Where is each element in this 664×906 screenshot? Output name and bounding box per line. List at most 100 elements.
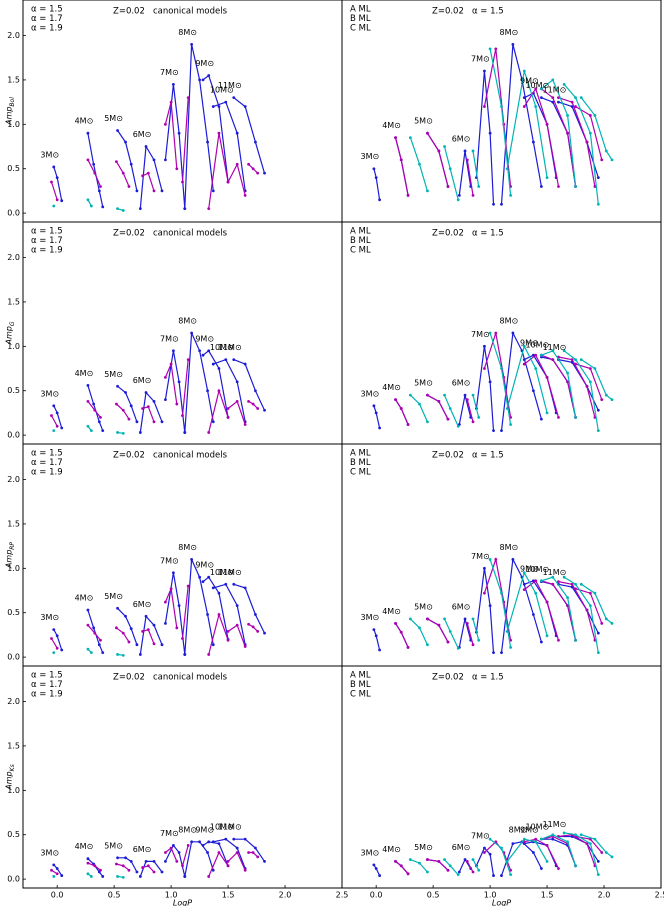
data-point — [426, 858, 429, 861]
y-tick-label: 0.5 — [7, 608, 20, 617]
data-point — [124, 856, 127, 860]
mass-label: 11M⊙ — [218, 343, 242, 352]
mass-label: 6M⊙ — [452, 379, 471, 388]
data-point — [152, 399, 156, 403]
data-point — [500, 651, 503, 655]
mass-label: 9M⊙ — [195, 561, 214, 570]
data-point — [426, 420, 429, 424]
data-point — [437, 859, 441, 863]
data-point — [232, 358, 236, 362]
mass-label: 10M⊙ — [210, 343, 234, 352]
data-point — [446, 640, 450, 644]
data-point — [394, 136, 397, 140]
data-point — [50, 414, 53, 417]
data-point — [471, 420, 475, 424]
data-point — [596, 202, 600, 206]
data-point — [121, 875, 125, 879]
data-point — [256, 171, 260, 175]
data-point — [138, 875, 142, 878]
data-point — [539, 867, 543, 870]
y-tick-label: 0.5 — [7, 830, 20, 839]
y-tick-label: 0.5 — [7, 164, 20, 173]
data-point — [177, 380, 181, 384]
x-tick-label: 0.0 — [51, 891, 64, 900]
data-point — [177, 851, 181, 854]
data-point — [488, 852, 492, 856]
data-point — [557, 638, 560, 642]
data-point — [101, 651, 105, 655]
data-point — [588, 380, 592, 384]
data-point — [224, 837, 228, 841]
data-point — [566, 380, 569, 384]
legend-entry: α = 1.7 — [31, 458, 63, 468]
data-point — [152, 623, 156, 627]
data-point — [372, 167, 376, 171]
data-point — [600, 851, 604, 854]
mass-label: 3M⊙ — [361, 613, 380, 622]
y-axis-label: AmpBol — [5, 97, 16, 126]
mass-label: 3M⊙ — [40, 613, 59, 622]
data-point — [471, 858, 475, 861]
legend-entry: C ML — [350, 690, 371, 700]
data-point — [97, 189, 101, 193]
data-point — [152, 158, 156, 162]
data-point — [492, 651, 495, 655]
data-point — [477, 185, 481, 188]
data-point — [585, 842, 589, 845]
data-point — [539, 640, 543, 644]
data-point — [505, 629, 509, 633]
legend-entry: α = 1.7 — [31, 14, 63, 24]
data-point — [190, 331, 194, 335]
y-axis-label-sub: Bol — [9, 97, 16, 107]
mass-label: 9M⊙ — [195, 334, 214, 343]
y-tick-label: 1.0 — [7, 564, 20, 573]
data-point — [263, 171, 266, 175]
data-point — [570, 358, 574, 362]
data-point — [532, 613, 535, 616]
mass-label: 8M⊙ — [178, 543, 197, 552]
data-point — [426, 393, 429, 397]
data-point — [511, 842, 515, 845]
data-point — [152, 870, 156, 874]
mass-label: 10M⊙ — [210, 568, 234, 577]
data-point — [115, 862, 118, 866]
data-point — [588, 842, 592, 845]
data-point — [448, 407, 452, 410]
data-point — [465, 859, 469, 863]
y-axis-label: AmpG — [5, 321, 16, 345]
data-point — [471, 393, 475, 397]
data-point — [488, 604, 492, 608]
data-point — [164, 851, 167, 854]
data-point — [574, 582, 577, 586]
data-point — [198, 349, 201, 353]
mass-label: 7M⊙ — [160, 829, 179, 838]
mass-label: 7M⊙ — [471, 552, 490, 561]
data-point — [426, 870, 429, 874]
data-point — [596, 429, 600, 433]
mass-label: 11M⊙ — [218, 823, 242, 832]
data-point — [251, 402, 255, 406]
mass-label: 11M⊙ — [218, 568, 242, 577]
data-point — [399, 864, 403, 868]
data-point — [574, 96, 577, 100]
data-point — [557, 580, 560, 584]
data-point — [593, 185, 597, 188]
data-point — [55, 634, 59, 638]
data-point — [146, 628, 150, 631]
data-point — [52, 429, 56, 433]
data-point — [551, 582, 555, 586]
data-point — [448, 864, 452, 868]
data-point — [426, 643, 429, 647]
data-point — [50, 180, 53, 184]
data-point — [408, 617, 412, 621]
data-point — [570, 100, 574, 104]
data-point — [494, 558, 498, 561]
mass-label: 4M⊙ — [75, 369, 94, 378]
data-point — [235, 399, 239, 403]
data-point — [256, 407, 260, 410]
y-axis-label: AmpRP — [5, 542, 16, 570]
data-point — [121, 431, 125, 435]
data-point — [206, 613, 209, 616]
data-point — [574, 833, 577, 837]
data-point — [160, 643, 164, 647]
